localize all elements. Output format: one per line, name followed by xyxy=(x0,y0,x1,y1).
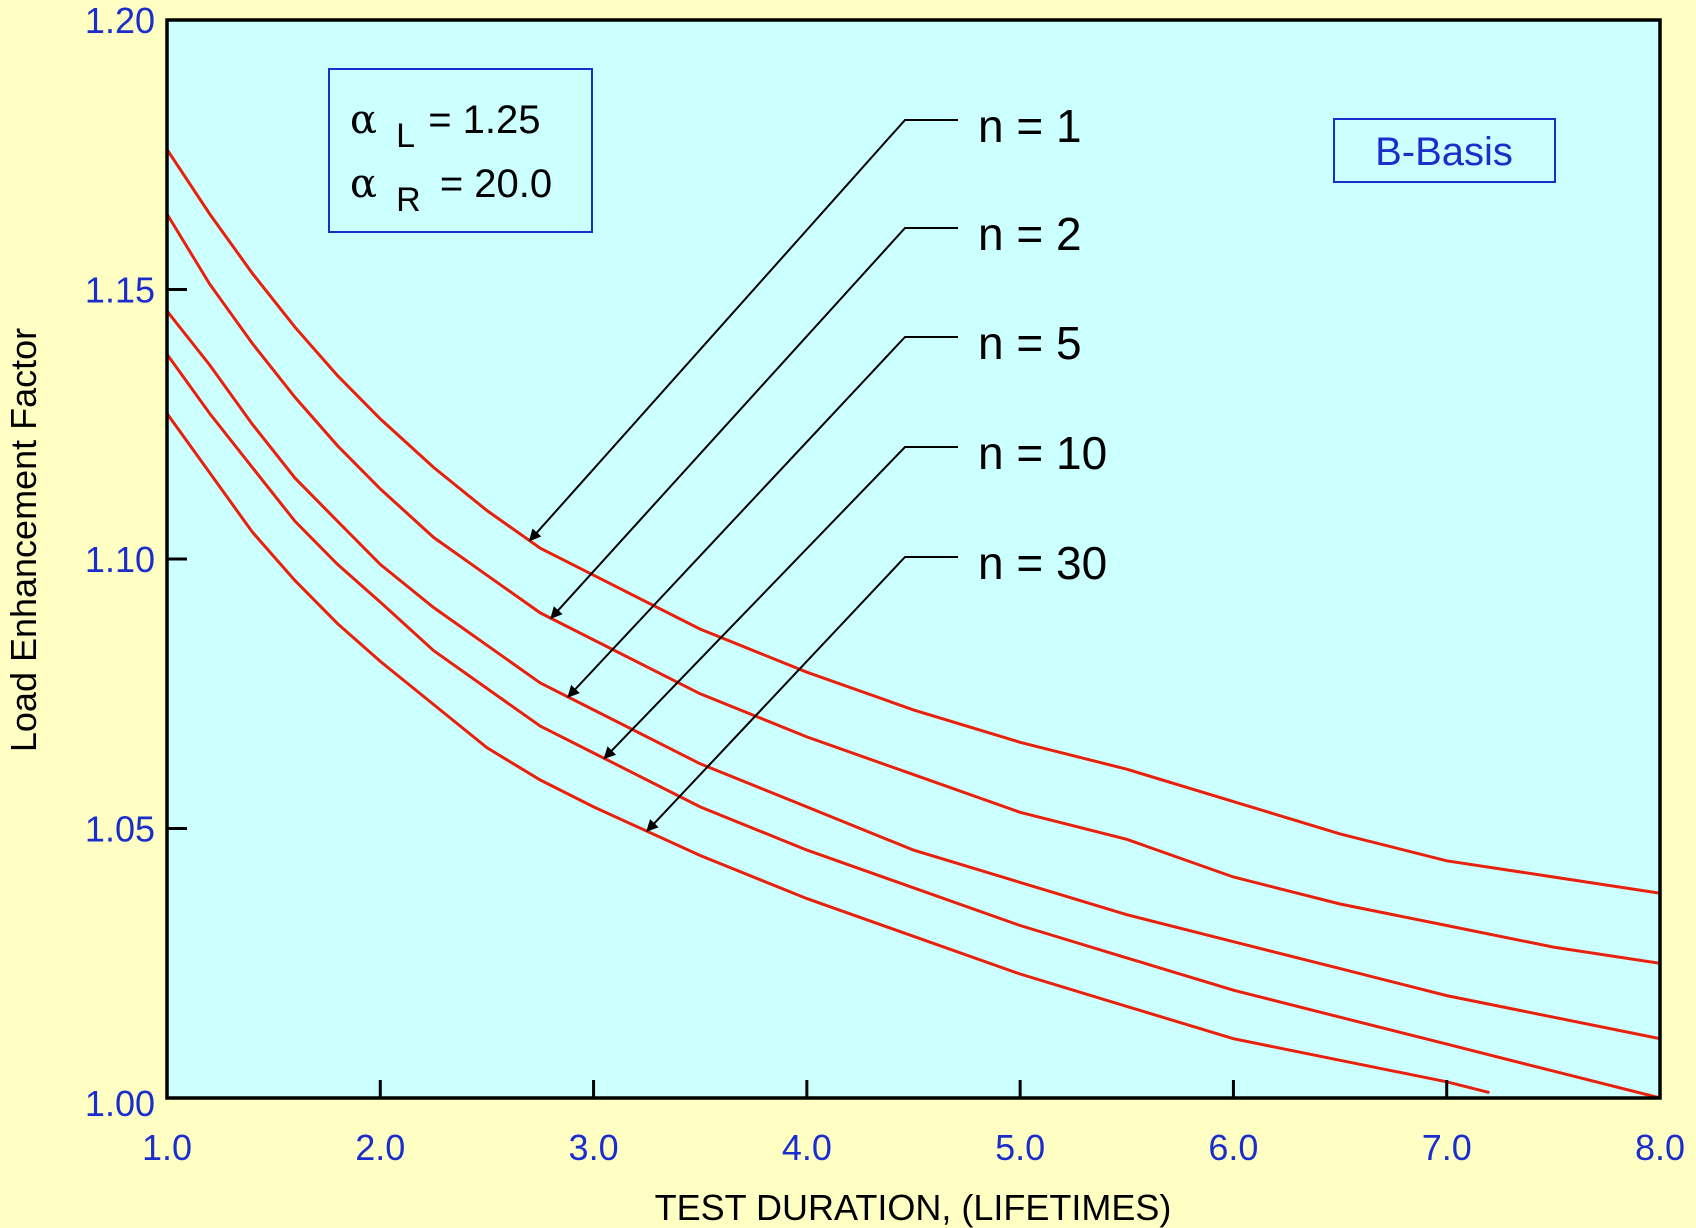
series-line-4 xyxy=(165,353,1661,1100)
param-subscript-l: L xyxy=(396,117,415,155)
parameter-box-frame xyxy=(328,68,593,233)
series-line-1 xyxy=(165,148,1661,895)
alpha-symbol: α xyxy=(350,97,377,143)
param-value-r: = 20.0 xyxy=(440,162,552,206)
callout-leader-5 xyxy=(646,556,958,832)
param-subscript-r: R xyxy=(396,181,421,219)
basis-box-frame xyxy=(1333,118,1556,183)
series-line-5 xyxy=(165,412,1490,1095)
x-tick-label: 1.0 xyxy=(142,1127,192,1168)
y-tick-label: 1.00 xyxy=(85,1083,155,1124)
y-tick-label: 1.10 xyxy=(85,539,155,580)
param-value-l: = 1.25 xyxy=(428,98,540,142)
callout-label-3: n = 5 xyxy=(978,317,1082,369)
y-tick-label: 1.15 xyxy=(85,270,155,311)
series-group xyxy=(165,148,1661,1100)
basis-box: B-Basis xyxy=(1333,118,1556,183)
y-tick-label: 1.20 xyxy=(85,0,155,41)
x-tick-label: 4.0 xyxy=(782,1127,832,1168)
parameter-box: α L = 1.25 α R = 20.0 xyxy=(328,68,593,233)
y-axis: 1.00 1.05 1.10 1.15 1.20 xyxy=(85,0,187,1124)
series-line-3 xyxy=(165,310,1661,1041)
x-tick-label: 3.0 xyxy=(569,1127,619,1168)
y-axis-title: Load Enhancement Factor xyxy=(3,328,44,752)
callout-leader-4 xyxy=(603,446,958,760)
x-tick-label: 2.0 xyxy=(355,1127,405,1168)
x-tick-label: 7.0 xyxy=(1422,1127,1472,1168)
callout-label-2: n = 2 xyxy=(978,208,1082,260)
callout-label-1: n = 1 xyxy=(978,100,1082,152)
callout-leader-3 xyxy=(567,336,958,698)
x-axis: 1.0 2.0 3.0 4.0 5.0 6.0 7.0 8.0 xyxy=(142,1080,1685,1168)
param-line-2: α R = 20.0 xyxy=(350,161,552,220)
x-tick-label: 6.0 xyxy=(1208,1127,1258,1168)
callout-leader-1 xyxy=(528,119,958,542)
basis-label: B-Basis xyxy=(1375,130,1513,174)
callout-label-4: n = 10 xyxy=(978,427,1107,479)
x-tick-label: 8.0 xyxy=(1635,1127,1685,1168)
alpha-symbol: α xyxy=(350,161,377,207)
callout-group: n = 1 n = 2 n = 5 n = 10 n = 30 xyxy=(528,100,1107,832)
callout-label-5: n = 30 xyxy=(978,537,1107,589)
series-line-2 xyxy=(165,213,1661,965)
x-axis-title: TEST DURATION, (LIFETIMES) xyxy=(655,1187,1172,1228)
x-tick-label: 5.0 xyxy=(995,1127,1045,1168)
callout-leader-2 xyxy=(550,227,958,620)
y-tick-label: 1.05 xyxy=(85,809,155,850)
param-line-1: α L = 1.25 xyxy=(350,97,541,156)
